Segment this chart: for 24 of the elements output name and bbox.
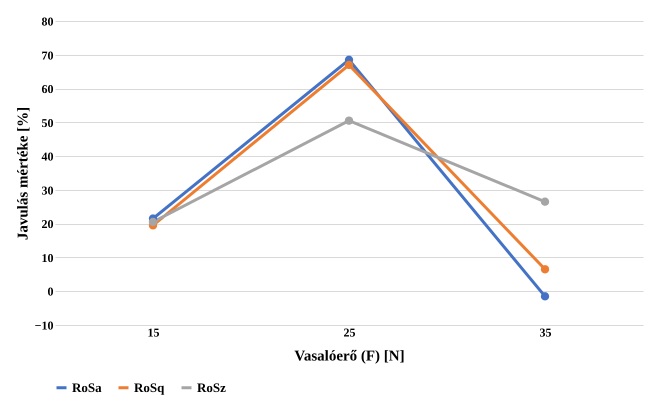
point	[148, 218, 158, 226]
y-tick-label: 0	[48, 284, 54, 299]
y-tick-label: 20	[42, 217, 54, 232]
y-tick-label: 40	[42, 150, 54, 164]
x-tick-label: 15	[148, 326, 160, 340]
y-tick-label: 60	[42, 82, 54, 96]
y-tick-label: −10	[34, 318, 54, 332]
point	[344, 60, 354, 70]
y-tick-label: 80	[42, 14, 54, 28]
x-axis-title: Vasalóerő (F) [N]	[294, 348, 405, 364]
x-tick-label: 35	[540, 326, 552, 340]
y-tick-label: 10	[42, 250, 54, 265]
legend-label: RoSq	[134, 380, 166, 395]
point	[540, 265, 550, 274]
point	[540, 198, 550, 206]
point	[540, 292, 550, 300]
x-tick-label: 25	[344, 326, 356, 340]
y-tick-label: 50	[42, 116, 54, 130]
legend-label: RoSz	[197, 380, 226, 395]
y-axis-title: Javulás mértéke [%]	[16, 106, 32, 240]
y-tick-label: 70	[42, 48, 54, 62]
y-tick-label: 30	[42, 183, 54, 198]
point	[344, 116, 354, 125]
legend-label: RoSa	[72, 380, 102, 395]
